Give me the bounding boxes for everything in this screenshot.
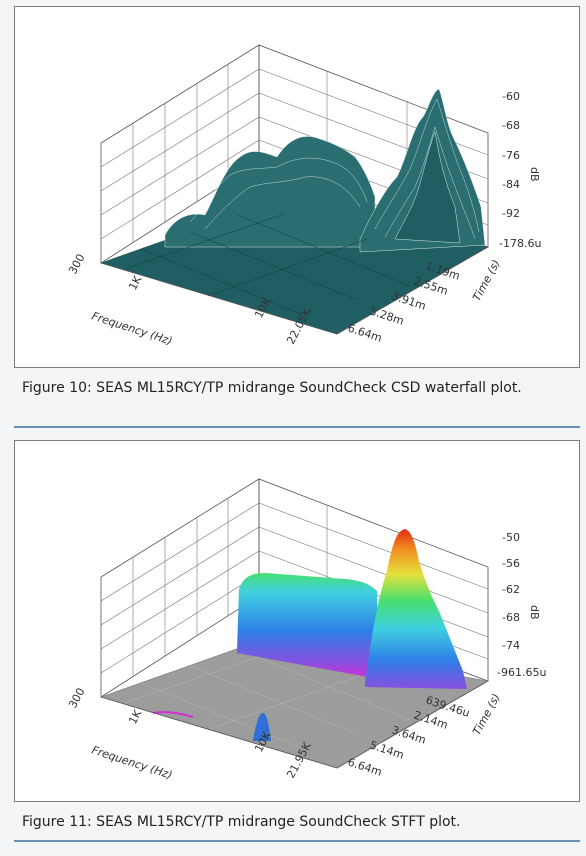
time-tick: 5.14m: [368, 738, 406, 761]
db-tick: -56: [502, 557, 520, 570]
db-tick: -84: [502, 178, 520, 191]
time-tick: 6.64m: [346, 755, 384, 778]
time-axis-label: Time (s): [470, 258, 503, 304]
caption-divider: [14, 840, 580, 842]
stft-small-spike: [253, 713, 271, 741]
db-tick: -50: [502, 531, 520, 544]
z-axis-label: dB: [528, 605, 541, 620]
freq-tick: 300: [66, 252, 87, 277]
freq-axis-label: Frequency (Hz): [90, 309, 174, 347]
stft-peak-surface: [365, 529, 467, 689]
freq-axis-label: Frequency (Hz): [90, 743, 174, 781]
db-tick: -961.65u: [497, 666, 546, 679]
db-tick: -62: [502, 583, 520, 596]
z-axis-label: dB: [528, 167, 541, 182]
freq-tick: 1K: [126, 273, 145, 292]
freq-tick: 300: [66, 686, 87, 711]
db-tick: -68: [502, 611, 520, 624]
floor-grid: [124, 213, 411, 315]
db-tick: -60: [502, 90, 520, 103]
time-tick: 6.64m: [346, 321, 384, 344]
time-tick: 5.28m: [368, 304, 406, 327]
db-tick: -92: [502, 207, 520, 220]
stft-chart: -50 -56 -62 -68 -74 -961.65u dB 639.46u …: [66, 478, 546, 782]
time-axis-label: Time (s): [470, 692, 503, 738]
figure-11-caption: Figure 11: SEAS ML15RCY/TP midrange Soun…: [22, 814, 461, 830]
caption-divider: [14, 426, 580, 428]
floor-grid: [124, 647, 411, 749]
figure-10-caption: Figure 10: SEAS ML15RCY/TP midrange Soun…: [22, 380, 522, 396]
db-tick: -178.6u: [499, 237, 541, 250]
stft-low-trace: [152, 711, 194, 718]
waterfall-surface: [164, 88, 486, 253]
figure-10-panel: -60 -68 -76 -84 -92 -178.6u dB 1.19m 2.5…: [14, 6, 580, 368]
db-tick: -76: [502, 149, 520, 162]
figure-11-panel: -50 -56 -62 -68 -74 -961.65u dB 639.46u …: [14, 440, 580, 802]
stft-band-surface: [237, 573, 379, 679]
csd-waterfall-chart: -60 -68 -76 -84 -92 -178.6u dB 1.19m 2.5…: [66, 44, 541, 348]
db-tick: -68: [502, 119, 520, 132]
db-tick: -74: [502, 639, 520, 652]
freq-tick: 1K: [126, 707, 145, 726]
